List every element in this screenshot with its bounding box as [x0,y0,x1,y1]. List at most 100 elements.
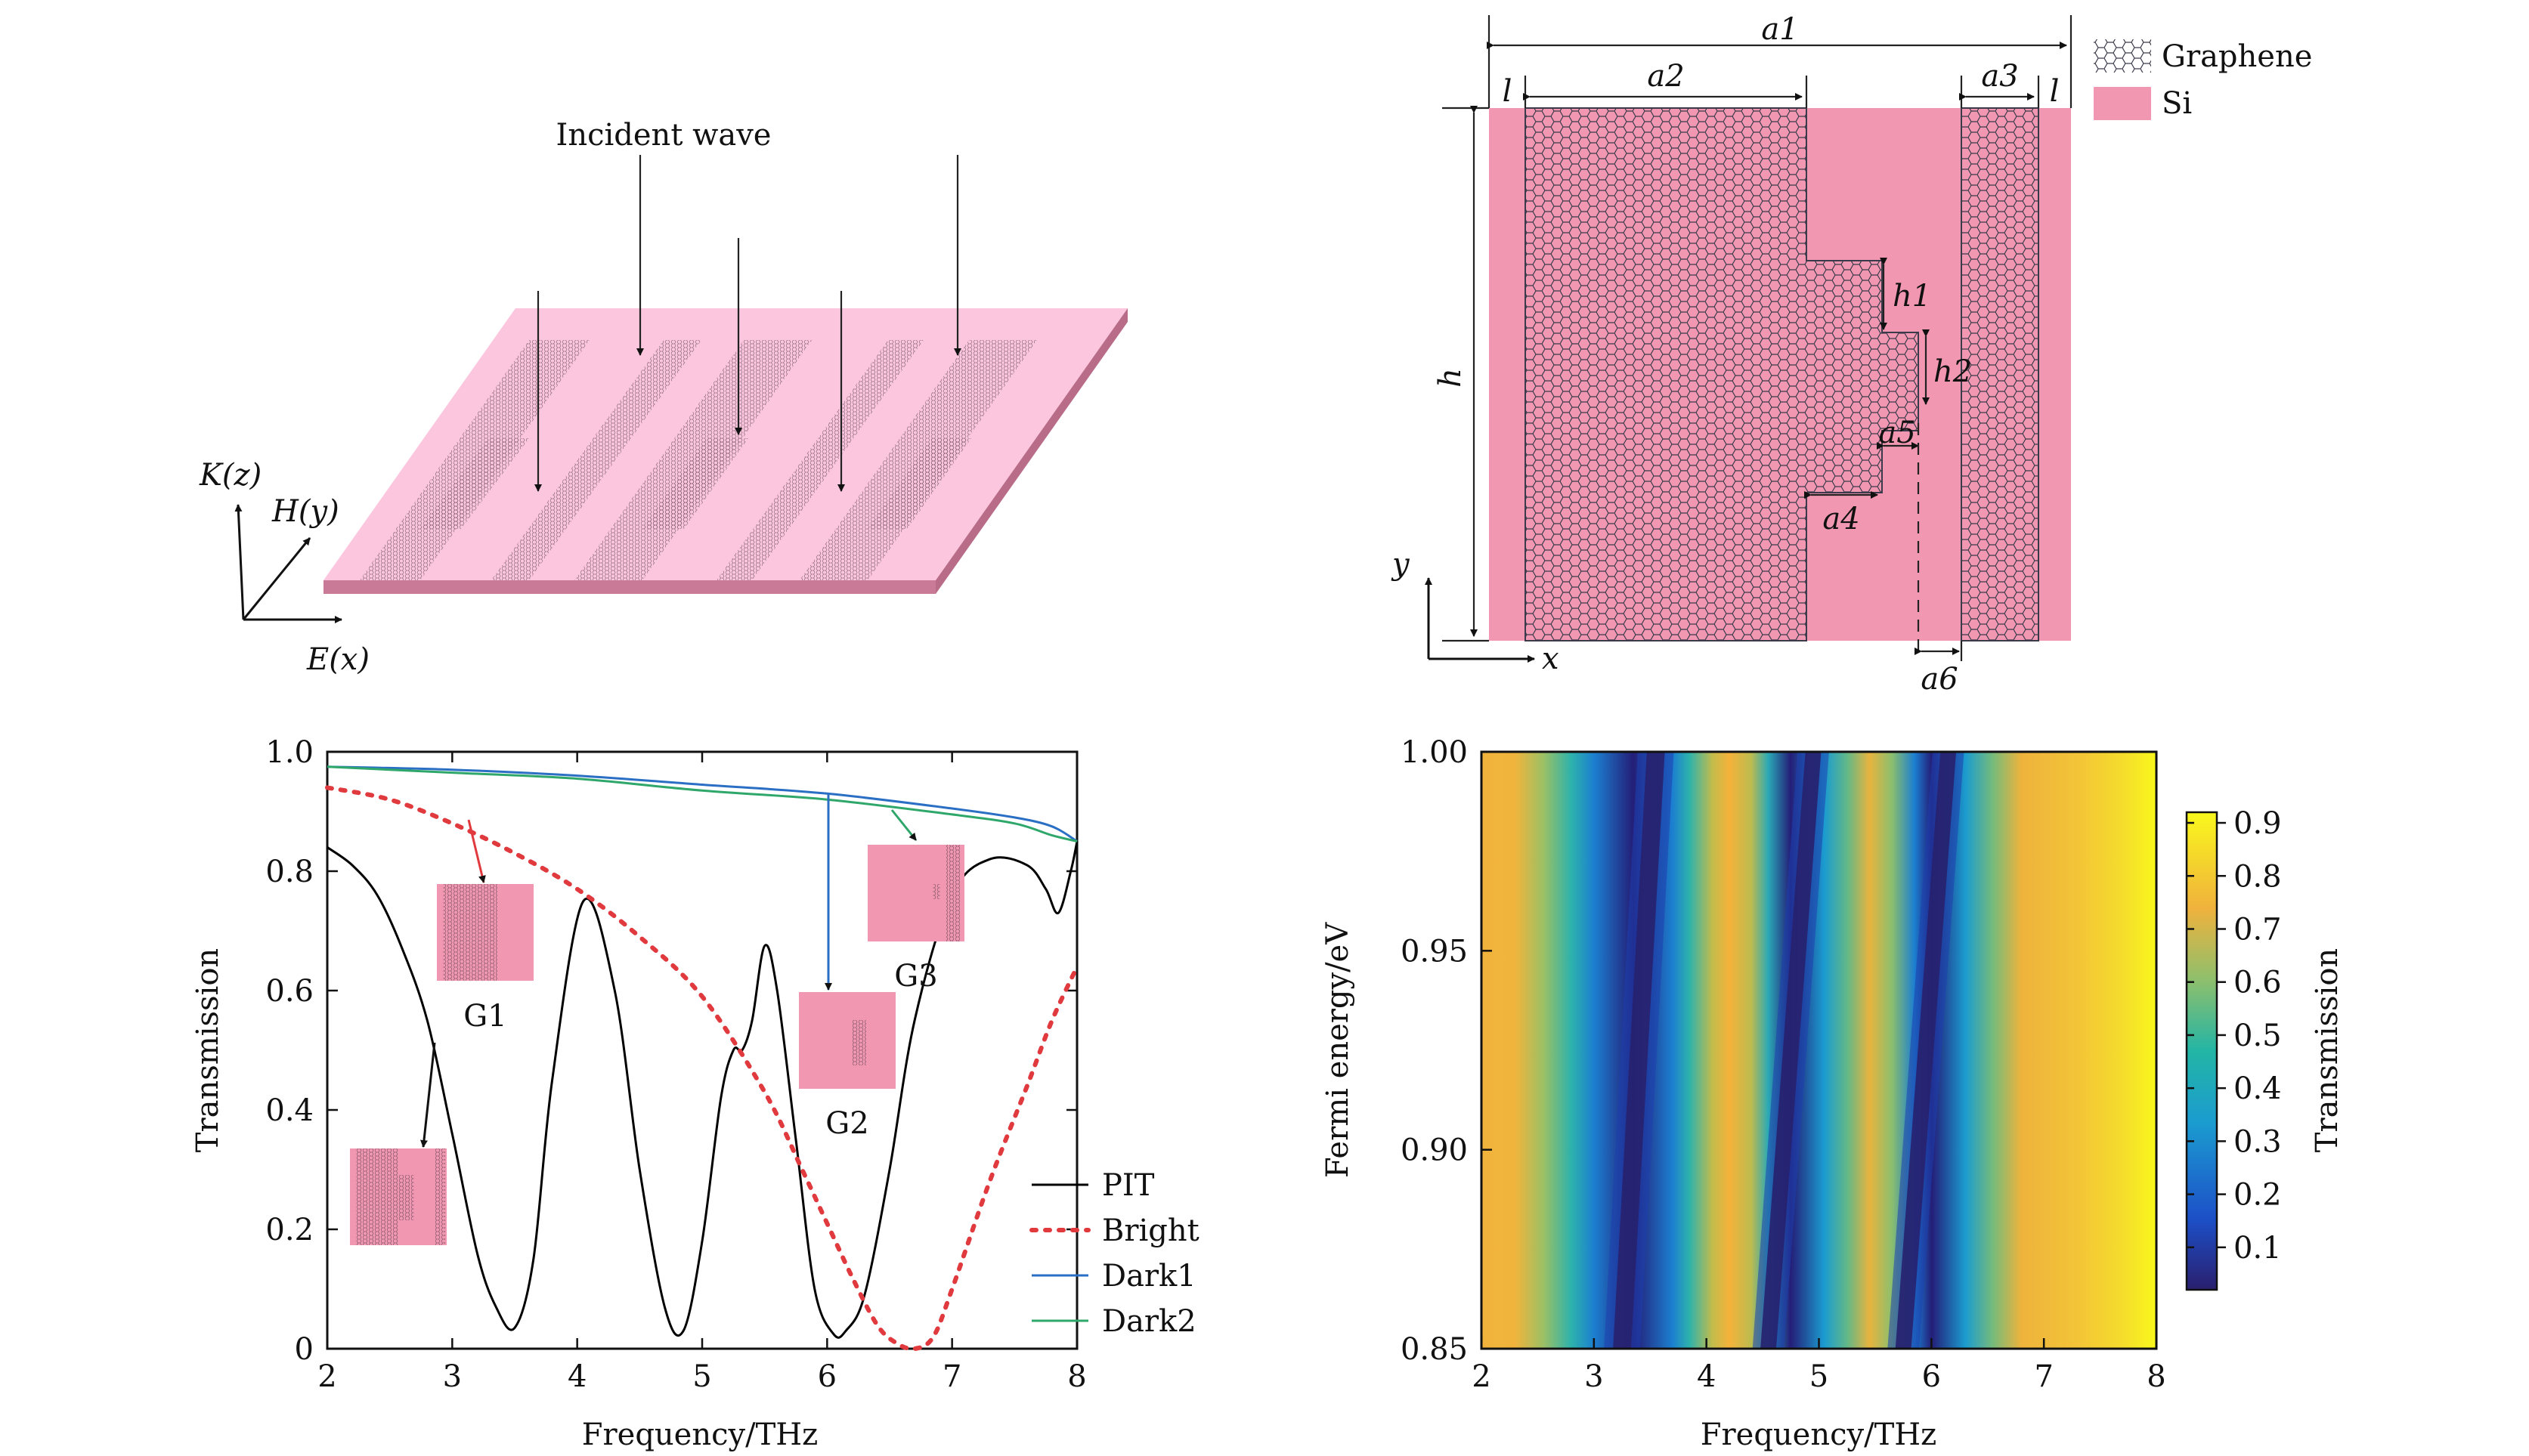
dim-l-left-label: l [1503,74,1512,109]
unit-cell-panel: a1 a2 a3 a4 a5 a6 h h1 h2 l l x y Graphe… [1391,12,2312,697]
heatmap-dip-core [1895,752,1957,1349]
chart-c-ytick-label: 0.6 [265,974,314,1009]
heatmap-dip-core [1760,752,1822,1349]
colorbar-tick-label: 0.4 [2233,1071,2282,1106]
unit-cell-coordinate-axes: x y [1391,547,1559,676]
chart-c-ticks: 2 3 4 5 6 7 8 0 0.2 0.4 0.6 0.8 1.0 [265,735,1086,1394]
coordinate-axes: K(z) H(y) E(x) [199,458,370,677]
dim-h1-label: h1 [1893,279,1931,314]
colorbar-tick-label: 0.8 [2233,859,2282,894]
incident-arrows [534,155,961,492]
legend-si-label: Si [2162,86,2192,121]
chart-c-ytick-label: 0 [295,1332,314,1367]
chart-d-ytick-label: 0.85 [1401,1332,1468,1367]
chart-c-legend: PIT Bright Dark1 Dark2 [1029,1168,1199,1339]
chart-d-ytick-label: 0.90 [1401,1133,1468,1168]
inset-pit-arrow [420,1042,436,1148]
chart-d-xlabel: Frequency/THz [1701,1417,1936,1452]
dimension-labels: a1 a2 a3 a4 a5 a6 h h1 h2 l l [1433,12,2059,697]
chart-d-xtick-label: 8 [2147,1359,2165,1394]
schematic-panel: Incident wave K(z) H(y) E(x) [199,118,1128,677]
chart-c-ytick-label: 0.2 [265,1213,314,1247]
chart-c-xlabel: Frequency/THz [582,1417,818,1452]
chart-d-ylabel: Fermi energy/eV [1320,922,1355,1178]
legend-label-pit: PIT [1102,1168,1155,1203]
legend-graphene-label: Graphene [2162,39,2312,74]
colorbar-tick-label: 0.7 [2233,912,2282,947]
coord-y-label: y [1391,547,1410,582]
graphene-legend-icon [2094,39,2151,73]
inset-pit [350,1148,447,1245]
coord-x-label: x [1542,641,1559,676]
si-slab-front [323,580,936,594]
chart-d-ytick-label: 0.95 [1401,934,1468,969]
dim-a3-label: a3 [1981,59,2018,94]
si-slab-side [936,308,1128,594]
graphene-stripes [360,340,1037,580]
chart-c-xtick-label: 3 [443,1359,462,1394]
inset-g3-arrow [890,809,918,841]
incident-wave-label: Incident wave [556,118,772,153]
fermi-energy-heatmap: 2 3 4 5 6 7 8 0.85 0.90 0.95 1.00 Frequency/THz Fe… [1320,735,2345,1452]
chart-d-ytick-label: 1.00 [1401,735,1468,770]
dim-a1-label: a1 [1761,12,1798,47]
inset-g1-arrow [467,819,486,883]
dim-a2-label: a2 [1647,59,1684,94]
inset-thumbnails: G1 G2 G3 [350,793,964,1245]
axis-k-label: K(z) [199,458,262,493]
chart-d-xtick-label: 6 [1922,1359,1941,1394]
chart-c-xtick-label: 8 [1067,1359,1086,1394]
chart-c-xtick-label: 7 [943,1359,961,1394]
dim-a6-label: a6 [1921,662,1958,697]
dim-h-label: h [1433,368,1468,388]
heatmap-dip-core [1613,752,1665,1349]
chart-c-xtick-label: 2 [317,1359,336,1394]
colorbar-ticks: 0.1 0.2 0.3 0.4 0.5 0.6 0.7 0.8 0.9 [2187,806,2282,1266]
chart-c-xtick-label: 6 [818,1359,837,1394]
dim-l-right-label: l [2050,74,2060,109]
chart-c-frame [326,750,1079,1350]
series-line-bright [325,785,1079,1352]
chart-c-xtick-label: 4 [568,1359,587,1394]
graphene-right-strip [1961,107,2039,641]
heatmap-dip-bands [1604,752,1964,1349]
series-line-dark2 [327,765,1078,842]
chart-d-xtick-label: 7 [2034,1359,2053,1394]
chart-c-ytick-label: 0.4 [265,1093,314,1128]
legend-label-bright: Bright [1102,1213,1199,1248]
series-line-pit [327,841,1079,1339]
chart-d-ticks: 2 3 4 5 6 7 8 0.85 0.90 0.95 1.00 [1401,735,2166,1394]
chart-d-xtick-label: 3 [1584,1359,1603,1394]
colorbar-tick-label: 0.5 [2233,1019,2282,1053]
chart-c-ylabel: Transmission [190,948,225,1152]
dim-a4-label: a4 [1822,502,1859,536]
colorbar-tick-label: 0.6 [2233,966,2282,1000]
colorbar-tick-label: 0.3 [2233,1124,2282,1159]
chart-c-xtick-label: 5 [692,1359,711,1394]
inset-g2-label: G2 [825,1106,868,1141]
axis-h-label: H(y) [271,494,339,529]
legend-label-dark2: Dark2 [1102,1304,1196,1339]
inset-g3-label: G3 [894,959,937,994]
inset-g1: G1 [437,884,534,1034]
dimension-lines [1442,15,2072,661]
si-legend-swatch [2094,87,2151,120]
inset-g2: G2 [799,992,896,1141]
chart-d-xtick-label: 2 [1472,1359,1490,1394]
dim-a5-label: a5 [1878,416,1915,450]
colorbar-label: Transmission [2310,948,2345,1152]
chart-c-ytick-label: 0.8 [265,855,314,889]
chart-c-series [325,765,1079,1352]
unit-cell-legend: Graphene Si [2094,39,2312,121]
inset-g1-label: G1 [463,999,506,1034]
axis-e-label: E(x) [306,642,370,677]
dim-h2-label: h2 [1933,354,1972,389]
chart-d-xtick-label: 4 [1697,1359,1716,1394]
chart-c-ytick-label: 1.0 [265,735,314,770]
colorbar-tick-label: 0.2 [2233,1178,2282,1213]
series-line-dark1 [327,765,1078,842]
chart-d-xtick-label: 5 [1809,1359,1828,1394]
inset-g3: G3 [868,845,964,994]
